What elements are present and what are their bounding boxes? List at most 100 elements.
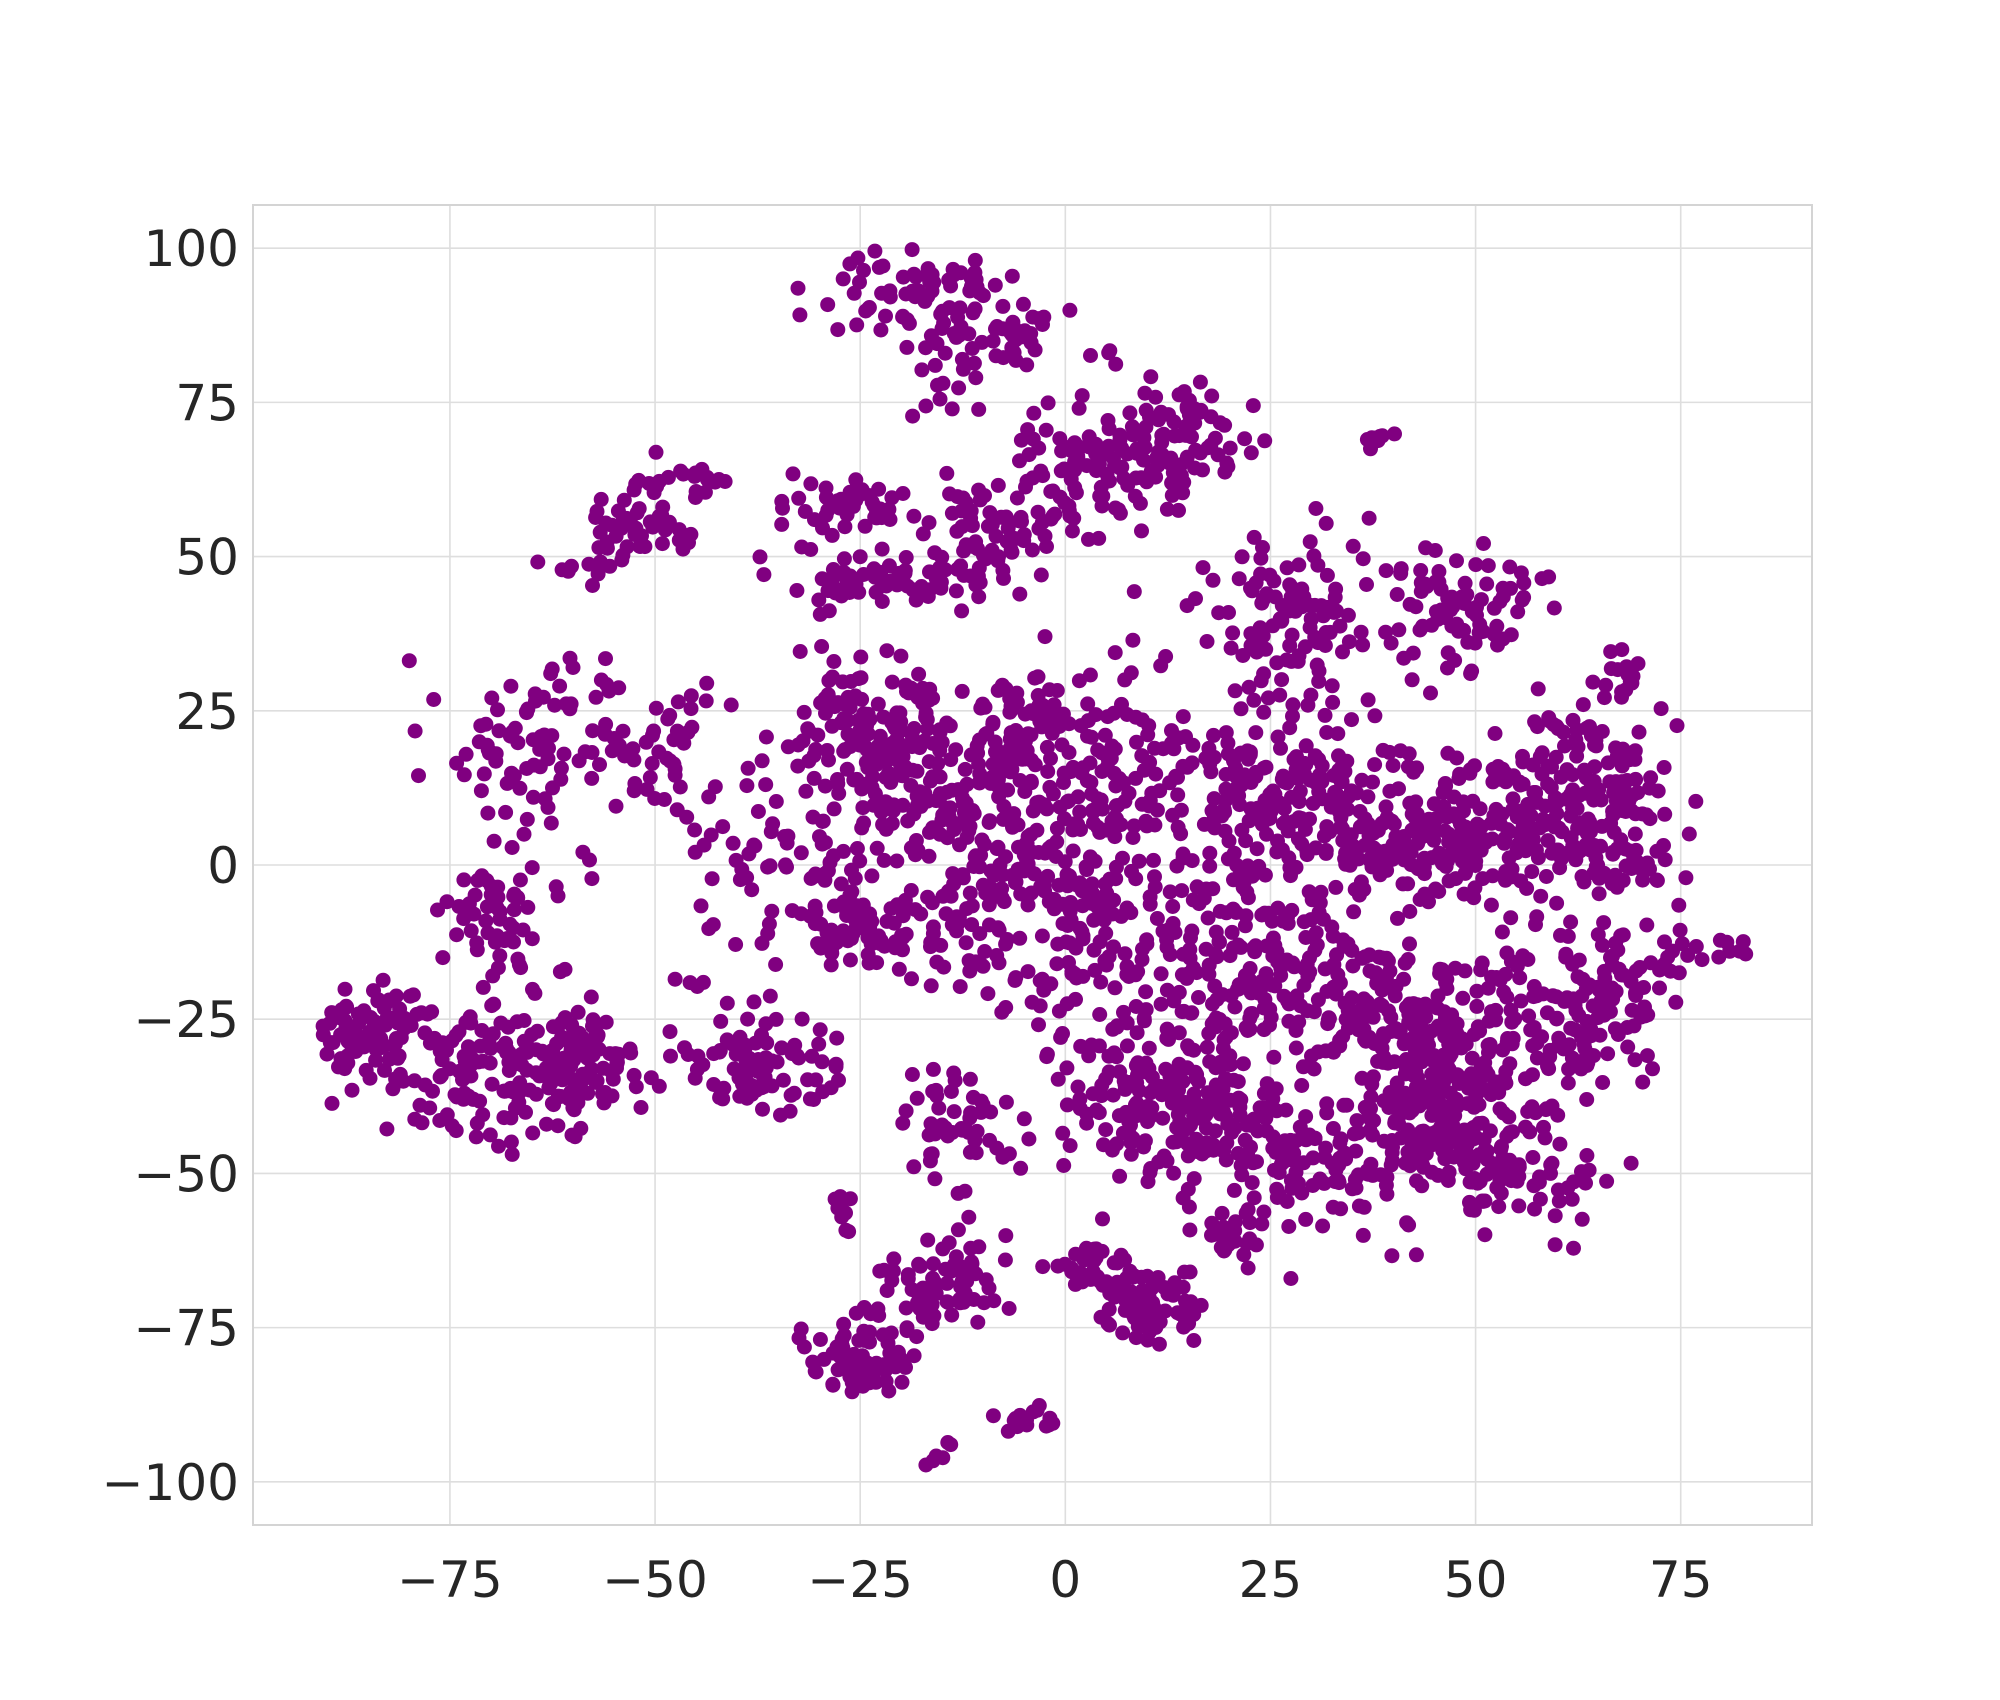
scatter-point [526, 757, 542, 773]
scatter-point [821, 673, 837, 689]
scatter-point [1491, 1199, 1507, 1215]
scatter-point [1302, 964, 1318, 980]
scatter-point [1218, 1152, 1234, 1168]
scatter-point [516, 826, 532, 842]
scatter-point [1301, 884, 1317, 900]
scatter-point [1182, 1264, 1198, 1280]
x-tick-label: 25 [1239, 1551, 1303, 1609]
scatter-point [585, 578, 600, 593]
scatter-point [1248, 764, 1264, 780]
scatter-point [1107, 645, 1123, 661]
scatter-point [1043, 511, 1059, 527]
scatter-point [1538, 869, 1554, 884]
scatter-point [911, 666, 927, 682]
scatter-point [814, 571, 830, 587]
scatter-point [1156, 426, 1172, 442]
scatter-point [1337, 1145, 1352, 1161]
scatter-point [1401, 1217, 1417, 1233]
scatter-point [835, 1340, 851, 1356]
scatter-point [922, 564, 937, 580]
scatter-point [519, 811, 535, 827]
scatter-point [1242, 1231, 1258, 1247]
scatter-point [414, 1115, 430, 1131]
scatter-point [1220, 746, 1236, 762]
scatter-point [1272, 687, 1288, 703]
scatter-point [325, 1035, 341, 1051]
scatter-point [1305, 795, 1321, 811]
scatter-point [1232, 866, 1248, 881]
scatter-point [1501, 1109, 1517, 1125]
scatter-point [476, 766, 492, 782]
scatter-point [401, 653, 417, 669]
scatter-point [1282, 577, 1298, 593]
scatter-point [899, 339, 915, 355]
scatter-point [1257, 905, 1273, 921]
scatter-point [1413, 584, 1429, 599]
scatter-point [1375, 742, 1391, 758]
scatter-point [1379, 950, 1394, 966]
scatter-point [1088, 446, 1104, 462]
scatter-point [1497, 765, 1513, 781]
scatter-point [449, 1089, 465, 1105]
scatter-point [480, 925, 496, 941]
scatter-point [1387, 426, 1402, 442]
scatter-point [626, 783, 642, 799]
scatter-point [1252, 1100, 1268, 1116]
scatter-point [1378, 857, 1394, 873]
scatter-point [1088, 707, 1104, 723]
scatter-point [940, 1294, 956, 1310]
scatter-point [1370, 1053, 1386, 1069]
scatter-point [1579, 720, 1595, 736]
scatter-point [940, 883, 956, 899]
scatter-point [1596, 1007, 1612, 1023]
scatter-point [853, 649, 869, 665]
scatter-point [833, 491, 849, 507]
scatter-point [1141, 798, 1157, 814]
scatter-point [1073, 822, 1088, 837]
scatter-point [1083, 348, 1098, 363]
scatter-point [1319, 1096, 1335, 1112]
scatter-point [963, 1105, 979, 1121]
scatter-point [525, 789, 541, 805]
scatter-point [1468, 557, 1484, 573]
scatter-point [1578, 1050, 1594, 1066]
scatter-point [1354, 772, 1370, 788]
scatter-point [430, 902, 445, 918]
scatter-point [1361, 1106, 1377, 1122]
scatter-point [1024, 542, 1040, 558]
scatter-point [1150, 1270, 1166, 1285]
scatter-point [1486, 600, 1502, 616]
scatter-point [987, 277, 1003, 293]
scatter-point [589, 1073, 605, 1089]
scatter-point [1285, 697, 1301, 713]
scatter-point [654, 507, 670, 523]
scatter-point [1204, 803, 1220, 819]
scatter-point [962, 1144, 978, 1160]
scatter-point [1098, 925, 1114, 941]
scatter-point [1465, 793, 1481, 809]
scatter-point [933, 580, 949, 596]
scatter-point [1349, 1019, 1365, 1035]
scatter-point [1004, 268, 1020, 284]
scatter-point [969, 1123, 985, 1139]
scatter-point [1591, 886, 1607, 902]
scatter-point [392, 1072, 408, 1088]
scatter-point [1437, 823, 1453, 839]
scatter-point [1408, 1247, 1424, 1263]
scatter-point [1256, 704, 1272, 720]
scatter-point [1376, 1133, 1392, 1149]
scatter-point [1204, 388, 1220, 404]
scatter-point [893, 757, 908, 773]
scatter-point [1269, 944, 1285, 960]
scatter-point [1594, 818, 1610, 834]
scatter-point [1403, 845, 1419, 860]
scatter-point [796, 1339, 812, 1355]
scatter-point [425, 1083, 440, 1099]
scatter-point [581, 556, 597, 572]
scatter-point [1639, 1048, 1655, 1064]
scatter-point [1101, 345, 1117, 361]
scatter-point [1548, 989, 1564, 1005]
scatter-point [1234, 822, 1250, 838]
scatter-point [955, 490, 971, 506]
scatter-point [1417, 997, 1433, 1013]
